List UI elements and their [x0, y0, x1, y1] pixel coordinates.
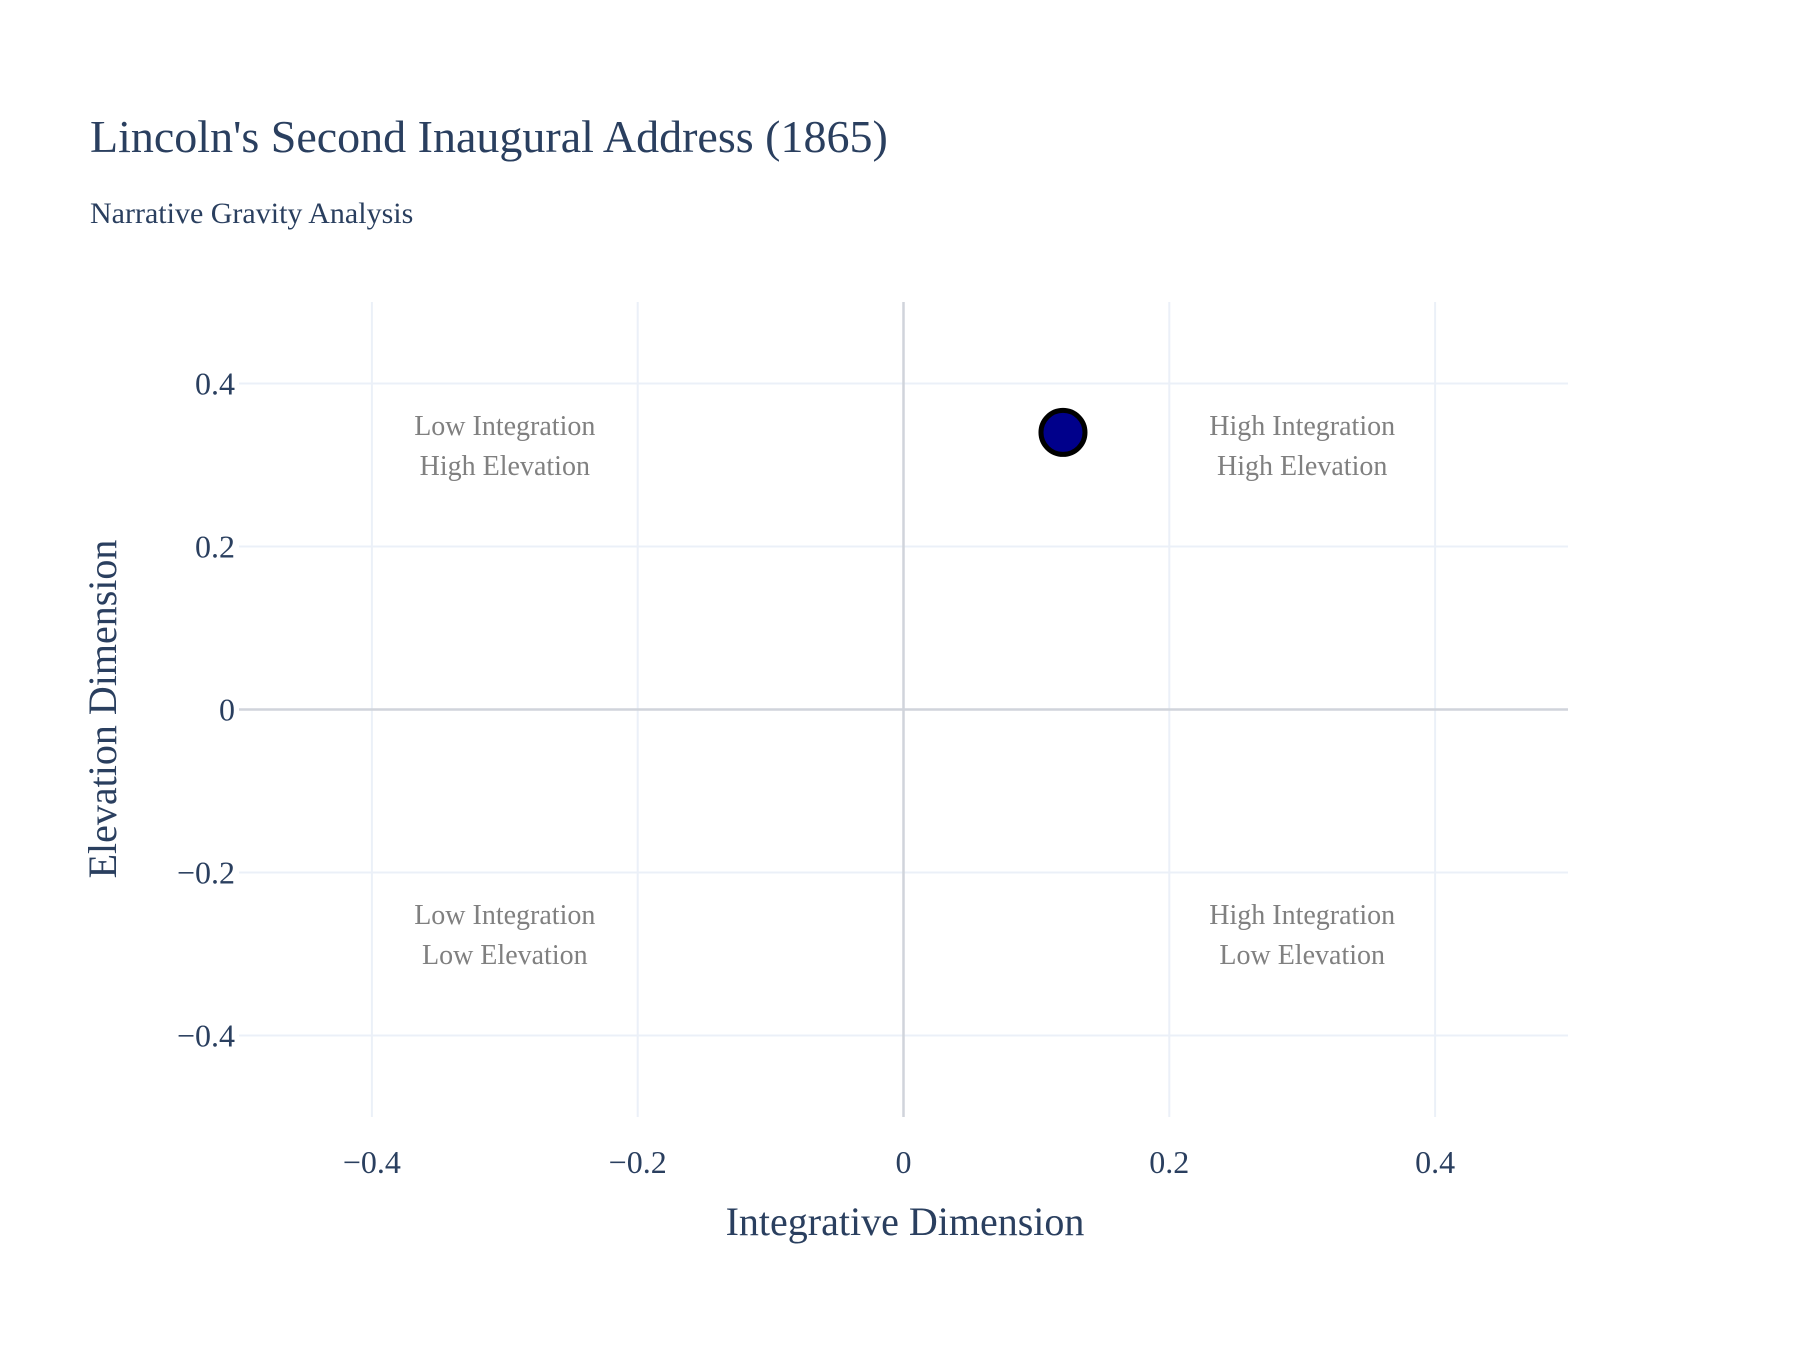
x-tick-label: −0.2: [609, 1144, 667, 1180]
y-axis-ticks: 0.4 0.2 0 −0.2 −0.4: [177, 366, 235, 1054]
quadrant-label-line: Low Integration: [414, 900, 595, 931]
x-axis-label: Integrative Dimension: [726, 1199, 1085, 1244]
quadrant-label-line: High Integration: [1209, 900, 1395, 931]
y-axis-label: Elevation Dimension: [80, 540, 125, 879]
x-tick-label: 0.2: [1149, 1144, 1189, 1180]
quadrant-label: Low Integration Low Elevation: [414, 900, 595, 971]
x-tick-label: 0: [896, 1144, 912, 1180]
quadrant-label-line: Low Integration: [414, 411, 595, 442]
data-points: [1038, 407, 1088, 457]
x-axis-ticks: −0.4 −0.2 0 0.2 0.4: [343, 1144, 1455, 1180]
quadrant-label-line: Low Elevation: [1219, 940, 1385, 971]
quadrant-label-line: High Integration: [1209, 411, 1395, 442]
quadrant-label: High Integration High Elevation: [1209, 411, 1395, 482]
x-tick-label: 0.4: [1415, 1144, 1455, 1180]
quadrant-label: High Integration Low Elevation: [1209, 900, 1395, 971]
y-tick-label: −0.2: [177, 855, 235, 891]
data-point[interactable]: [1038, 407, 1088, 457]
quadrant-label-line: Low Elevation: [422, 940, 588, 971]
quadrant-label-line: High Elevation: [1217, 451, 1387, 482]
quadrant-label-line: High Elevation: [420, 451, 590, 482]
quadrant-label: Low Integration High Elevation: [414, 411, 595, 482]
y-tick-label: −0.4: [177, 1018, 235, 1054]
chart-title: Lincoln's Second Inaugural Address (1865…: [90, 111, 888, 162]
chart-subtitle: Narrative Gravity Analysis: [90, 197, 413, 230]
y-tick-label: 0.4: [195, 366, 235, 402]
y-tick-label: 0.2: [195, 529, 235, 565]
x-tick-label: −0.4: [343, 1144, 401, 1180]
y-tick-label: 0: [219, 692, 235, 728]
zero-lines: [239, 302, 1568, 1117]
